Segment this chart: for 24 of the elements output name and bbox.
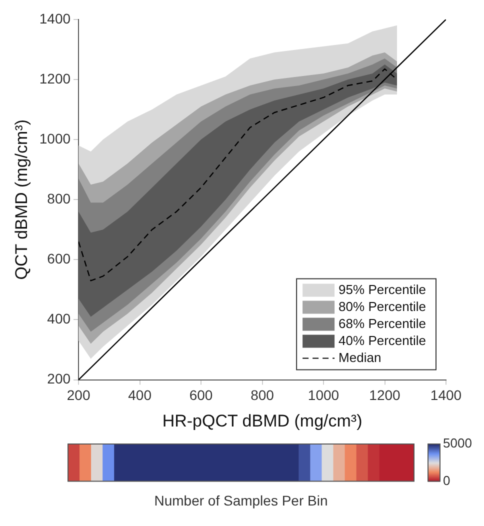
color-bar-title: Number of Samples Per Bin [154,492,328,508]
y-tick-label: 1400 [39,10,71,26]
y-tick-label: 1000 [39,130,71,146]
x-tick-label: 1400 [430,387,462,404]
legend-label: Median [338,350,382,365]
x-tick-label: 1000 [308,387,340,404]
legend-label: 95% Percentile [338,282,426,297]
x-axis-title: HR-pQCT dBMD (mg/cm³) [162,411,362,430]
x-tick-label: 800 [250,387,274,404]
x-tick-label: 400 [128,387,152,404]
x-tick-label: 1200 [369,387,401,404]
x-tick-label: 600 [189,387,213,404]
legend-label: 80% Percentile [338,298,426,314]
legend-label: 68% Percentile [338,316,426,331]
y-tick-label: 1200 [39,70,71,86]
y-tick-label: 200 [47,370,71,387]
y-tick-label: 800 [47,190,71,206]
y-tick-label: 600 [47,250,71,267]
color-bar-label: 5000 [443,436,472,451]
x-tick-label: 200 [66,387,90,404]
y-axis-title: QCT dBMD (mg/cm³) [12,119,31,280]
color-bar-label: 0 [443,472,450,488]
legend-label: 40% Percentile [338,332,426,348]
y-tick-label: 400 [47,310,71,327]
